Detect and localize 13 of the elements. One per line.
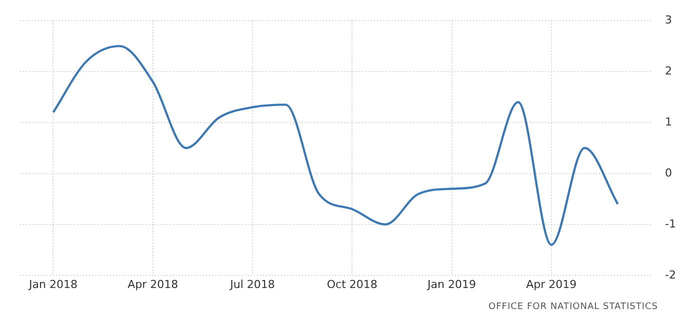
x-tick-label: Apr 2018 — [128, 278, 178, 291]
x-tick-label: Jul 2018 — [229, 278, 275, 291]
y-tick-label: 1 — [665, 115, 672, 128]
x-tick-label: Apr 2019 — [526, 278, 577, 291]
y-tick-label: -1 — [665, 217, 676, 230]
x-tick-label: Jan 2019 — [426, 278, 476, 291]
y-tick-label: -2 — [665, 268, 676, 282]
y-tick-label: 2 — [665, 64, 672, 78]
x-tick-label: Jan 2018 — [28, 278, 78, 291]
text: OFFICE FOR NATIONAL STATISTICS — [488, 302, 658, 312]
y-tick-label: 3 — [665, 13, 672, 26]
y-tick-label: 0 — [665, 166, 672, 180]
x-tick-label: Oct 2018 — [326, 278, 378, 291]
